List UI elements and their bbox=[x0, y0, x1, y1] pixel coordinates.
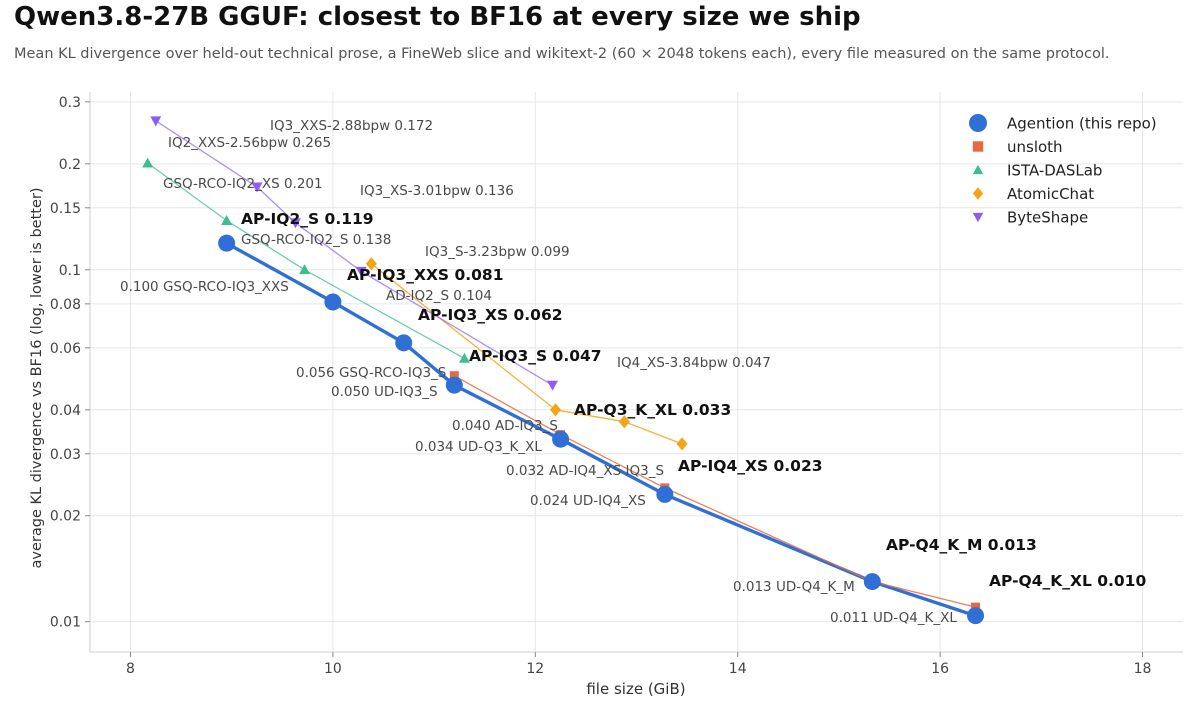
data-label: AP-IQ2_S 0.119 bbox=[241, 210, 374, 228]
y-tick-label: 0.03 bbox=[50, 447, 81, 463]
y-tick-label: 0.04 bbox=[50, 403, 81, 419]
data-point bbox=[458, 352, 470, 363]
data-point bbox=[449, 371, 459, 381]
series-line bbox=[370, 263, 683, 445]
legend-marker bbox=[972, 164, 984, 175]
legend-marker bbox=[969, 114, 987, 132]
data-point bbox=[355, 266, 367, 277]
data-label: IQ3_XS-3.01bpw 0.136 bbox=[360, 183, 514, 199]
data-label: AD-IQ2_S 0.104 bbox=[386, 288, 492, 304]
data-point bbox=[656, 485, 674, 503]
data-point bbox=[221, 215, 233, 225]
data-label: AP-IQ4_XS 0.023 bbox=[678, 457, 823, 475]
data-label: 0.050 UD-IQ3_S bbox=[331, 384, 438, 400]
data-label: GSQ-RCO-IQ2_S 0.138 bbox=[241, 232, 391, 248]
data-point bbox=[150, 116, 162, 127]
data-point bbox=[863, 573, 881, 591]
y-tick-label: 0.2 bbox=[59, 157, 81, 173]
legend-entry: Agention (this repo) bbox=[1007, 115, 1157, 133]
legend-marker bbox=[972, 187, 984, 200]
y-tick-label: 0.08 bbox=[50, 297, 81, 313]
y-tick-label: 0.15 bbox=[50, 201, 81, 217]
y-tick-label: 0.06 bbox=[50, 341, 81, 357]
legend-entry: unsloth bbox=[1007, 138, 1063, 156]
data-point bbox=[251, 182, 263, 193]
data-label: AP-Q3_K_XL 0.033 bbox=[574, 401, 731, 419]
data-label: AP-Q4_K_M 0.013 bbox=[886, 536, 1037, 554]
series-line bbox=[147, 162, 465, 359]
legend-entry: ISTA-DASLab bbox=[1007, 162, 1102, 180]
legend: Agention (this repo) unsloth ISTA-DASLab At… bbox=[969, 114, 1157, 227]
x-tick-label: 10 bbox=[324, 661, 342, 677]
data-label: 0.024 UD-IQ4_XS bbox=[530, 493, 646, 509]
data-points bbox=[142, 116, 985, 625]
data-label: 0.040 AD-IQ3_S bbox=[452, 418, 558, 434]
y-axis-label: average KL divergence vs BF16 (log, lowe… bbox=[29, 188, 45, 569]
x-tick-label: 12 bbox=[526, 661, 544, 677]
series-line bbox=[225, 241, 977, 618]
data-label: 0.100 GSQ-RCO-IQ3_XXS bbox=[120, 279, 289, 295]
series-lines bbox=[147, 120, 977, 618]
data-label: IQ4_XS-3.84bpw 0.047 bbox=[617, 355, 771, 371]
data-point bbox=[324, 293, 342, 311]
data-point bbox=[289, 218, 301, 229]
data-point bbox=[971, 602, 981, 612]
data-point bbox=[547, 380, 559, 391]
x-tick-label: 14 bbox=[729, 661, 747, 677]
data-point bbox=[550, 403, 562, 417]
data-label: 0.056 GSQ-RCO-IQ3_S bbox=[296, 365, 446, 381]
x-axis-label: file size (GiB) bbox=[586, 680, 685, 698]
x-tick-label: 18 bbox=[1134, 661, 1152, 677]
data-label: IQ3_XXS-2.88bpw 0.172 bbox=[270, 118, 433, 134]
data-label: 0.034 UD-Q3_K_XL bbox=[415, 439, 542, 455]
legend-entry: AtomicChat bbox=[1007, 185, 1094, 203]
data-label: AP-IQ3_XS 0.062 bbox=[418, 306, 563, 324]
data-point bbox=[445, 376, 463, 394]
y-tick-label: 0.02 bbox=[50, 509, 81, 525]
data-label: IQ2_XXS-2.56bpw 0.265 bbox=[168, 135, 331, 151]
data-label: AP-Q4_K_XL 0.010 bbox=[989, 572, 1146, 590]
legend-marker bbox=[972, 141, 984, 152]
chart-subtitle: Mean KL divergence over held-out technic… bbox=[14, 46, 1110, 62]
data-point bbox=[365, 257, 377, 271]
data-label: 0.013 UD-Q4_K_M bbox=[733, 579, 855, 595]
point-labels: AP-IQ2_S 0.119 AP-IQ3_XXS 0.081 AP-IQ3_XS … bbox=[120, 118, 1146, 626]
data-point bbox=[552, 430, 570, 448]
chart-title: Qwen3.8-27B GGUF: closest to BF16 at eve… bbox=[14, 2, 861, 32]
legend-marker bbox=[972, 212, 984, 223]
data-point bbox=[618, 415, 630, 429]
data-point bbox=[395, 334, 413, 352]
data-point bbox=[218, 234, 236, 252]
data-label: 0.032 AD-IQ4_XS IQ3_S bbox=[506, 463, 664, 479]
x-tick-label: 16 bbox=[931, 661, 949, 677]
data-label: 0.011 UD-Q4_K_XL bbox=[830, 610, 957, 626]
axes: 8 10 12 14 16 18 0.3 0.2 0.15 0.1 0.08 0.06 0.04 0.03… bbox=[50, 92, 1183, 677]
data-point bbox=[299, 264, 311, 275]
y-tick-label: 0.01 bbox=[50, 615, 81, 631]
y-tick-label: 0.3 bbox=[59, 95, 81, 111]
data-point bbox=[142, 157, 154, 168]
data-point bbox=[967, 607, 985, 625]
legend-entry: ByteShape bbox=[1007, 209, 1088, 227]
data-label: GSQ-RCO-IQ2_XS 0.201 bbox=[163, 176, 323, 192]
x-tick-label: 8 bbox=[126, 661, 135, 677]
data-point bbox=[676, 437, 688, 451]
data-label: AP-IQ3_S 0.047 bbox=[469, 347, 602, 365]
y-tick-label: 0.1 bbox=[59, 263, 81, 279]
data-label: IQ3_S-3.23bpw 0.099 bbox=[425, 244, 570, 260]
data-label: AP-IQ3_XXS 0.081 bbox=[347, 266, 503, 284]
